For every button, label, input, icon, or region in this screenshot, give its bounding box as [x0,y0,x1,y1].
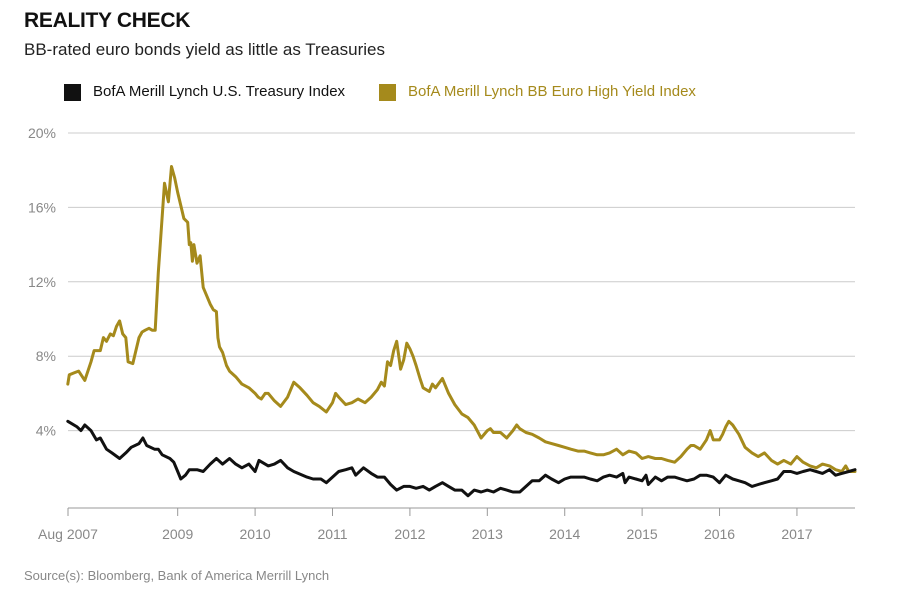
x-axis: Aug 2007 2009 2010 2011 2012 2013 2014 2015 2016… [38,507,855,542]
gridlines [68,132,855,432]
series-lines [66,165,857,498]
y-tick-label: 8% [36,348,56,364]
x-tick-label: 2011 [317,526,347,542]
x-tick-label: 2014 [549,526,580,542]
y-tick-label: 20% [28,125,56,141]
x-tick-label: 2010 [240,526,271,542]
y-tick-label: 4% [36,423,56,439]
x-tick-label: 2016 [704,526,735,542]
x-tick-label: Aug 2007 [38,526,98,542]
legend-label-euro-hy: BofA Merill Lynch BB Euro High Yield Ind… [408,83,696,100]
x-tick-label: 2012 [394,526,425,542]
legend-swatch-treasury [64,84,81,101]
series-line-treasury [66,419,857,498]
x-tick-label: 2009 [162,526,193,542]
legend-label-treasury: BofA Merill Lynch U.S. Treasury Index [93,83,346,100]
source-note: Source(s): Bloomberg, Bank of America Me… [24,568,330,583]
y-tick-label: 16% [28,199,56,215]
series-line-euro-hy [66,165,857,473]
x-tick-label: 2015 [627,526,658,542]
chart-subtitle: BB-rated euro bonds yield as little as T… [24,40,385,59]
legend-swatch-euro-hy [379,84,396,101]
x-tick-label: 2017 [781,526,812,542]
y-axis-labels: 4% 8% 12% 16% 20% [28,125,56,439]
y-tick-label: 12% [28,274,56,290]
chart-title: REALITY CHECK [24,9,191,32]
x-tick-label: 2013 [472,526,503,542]
